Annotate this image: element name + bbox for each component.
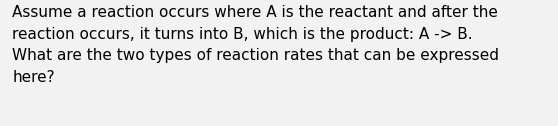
Text: Assume a reaction occurs where A is the reactant and after the
reaction occurs, : Assume a reaction occurs where A is the … <box>12 5 499 85</box>
